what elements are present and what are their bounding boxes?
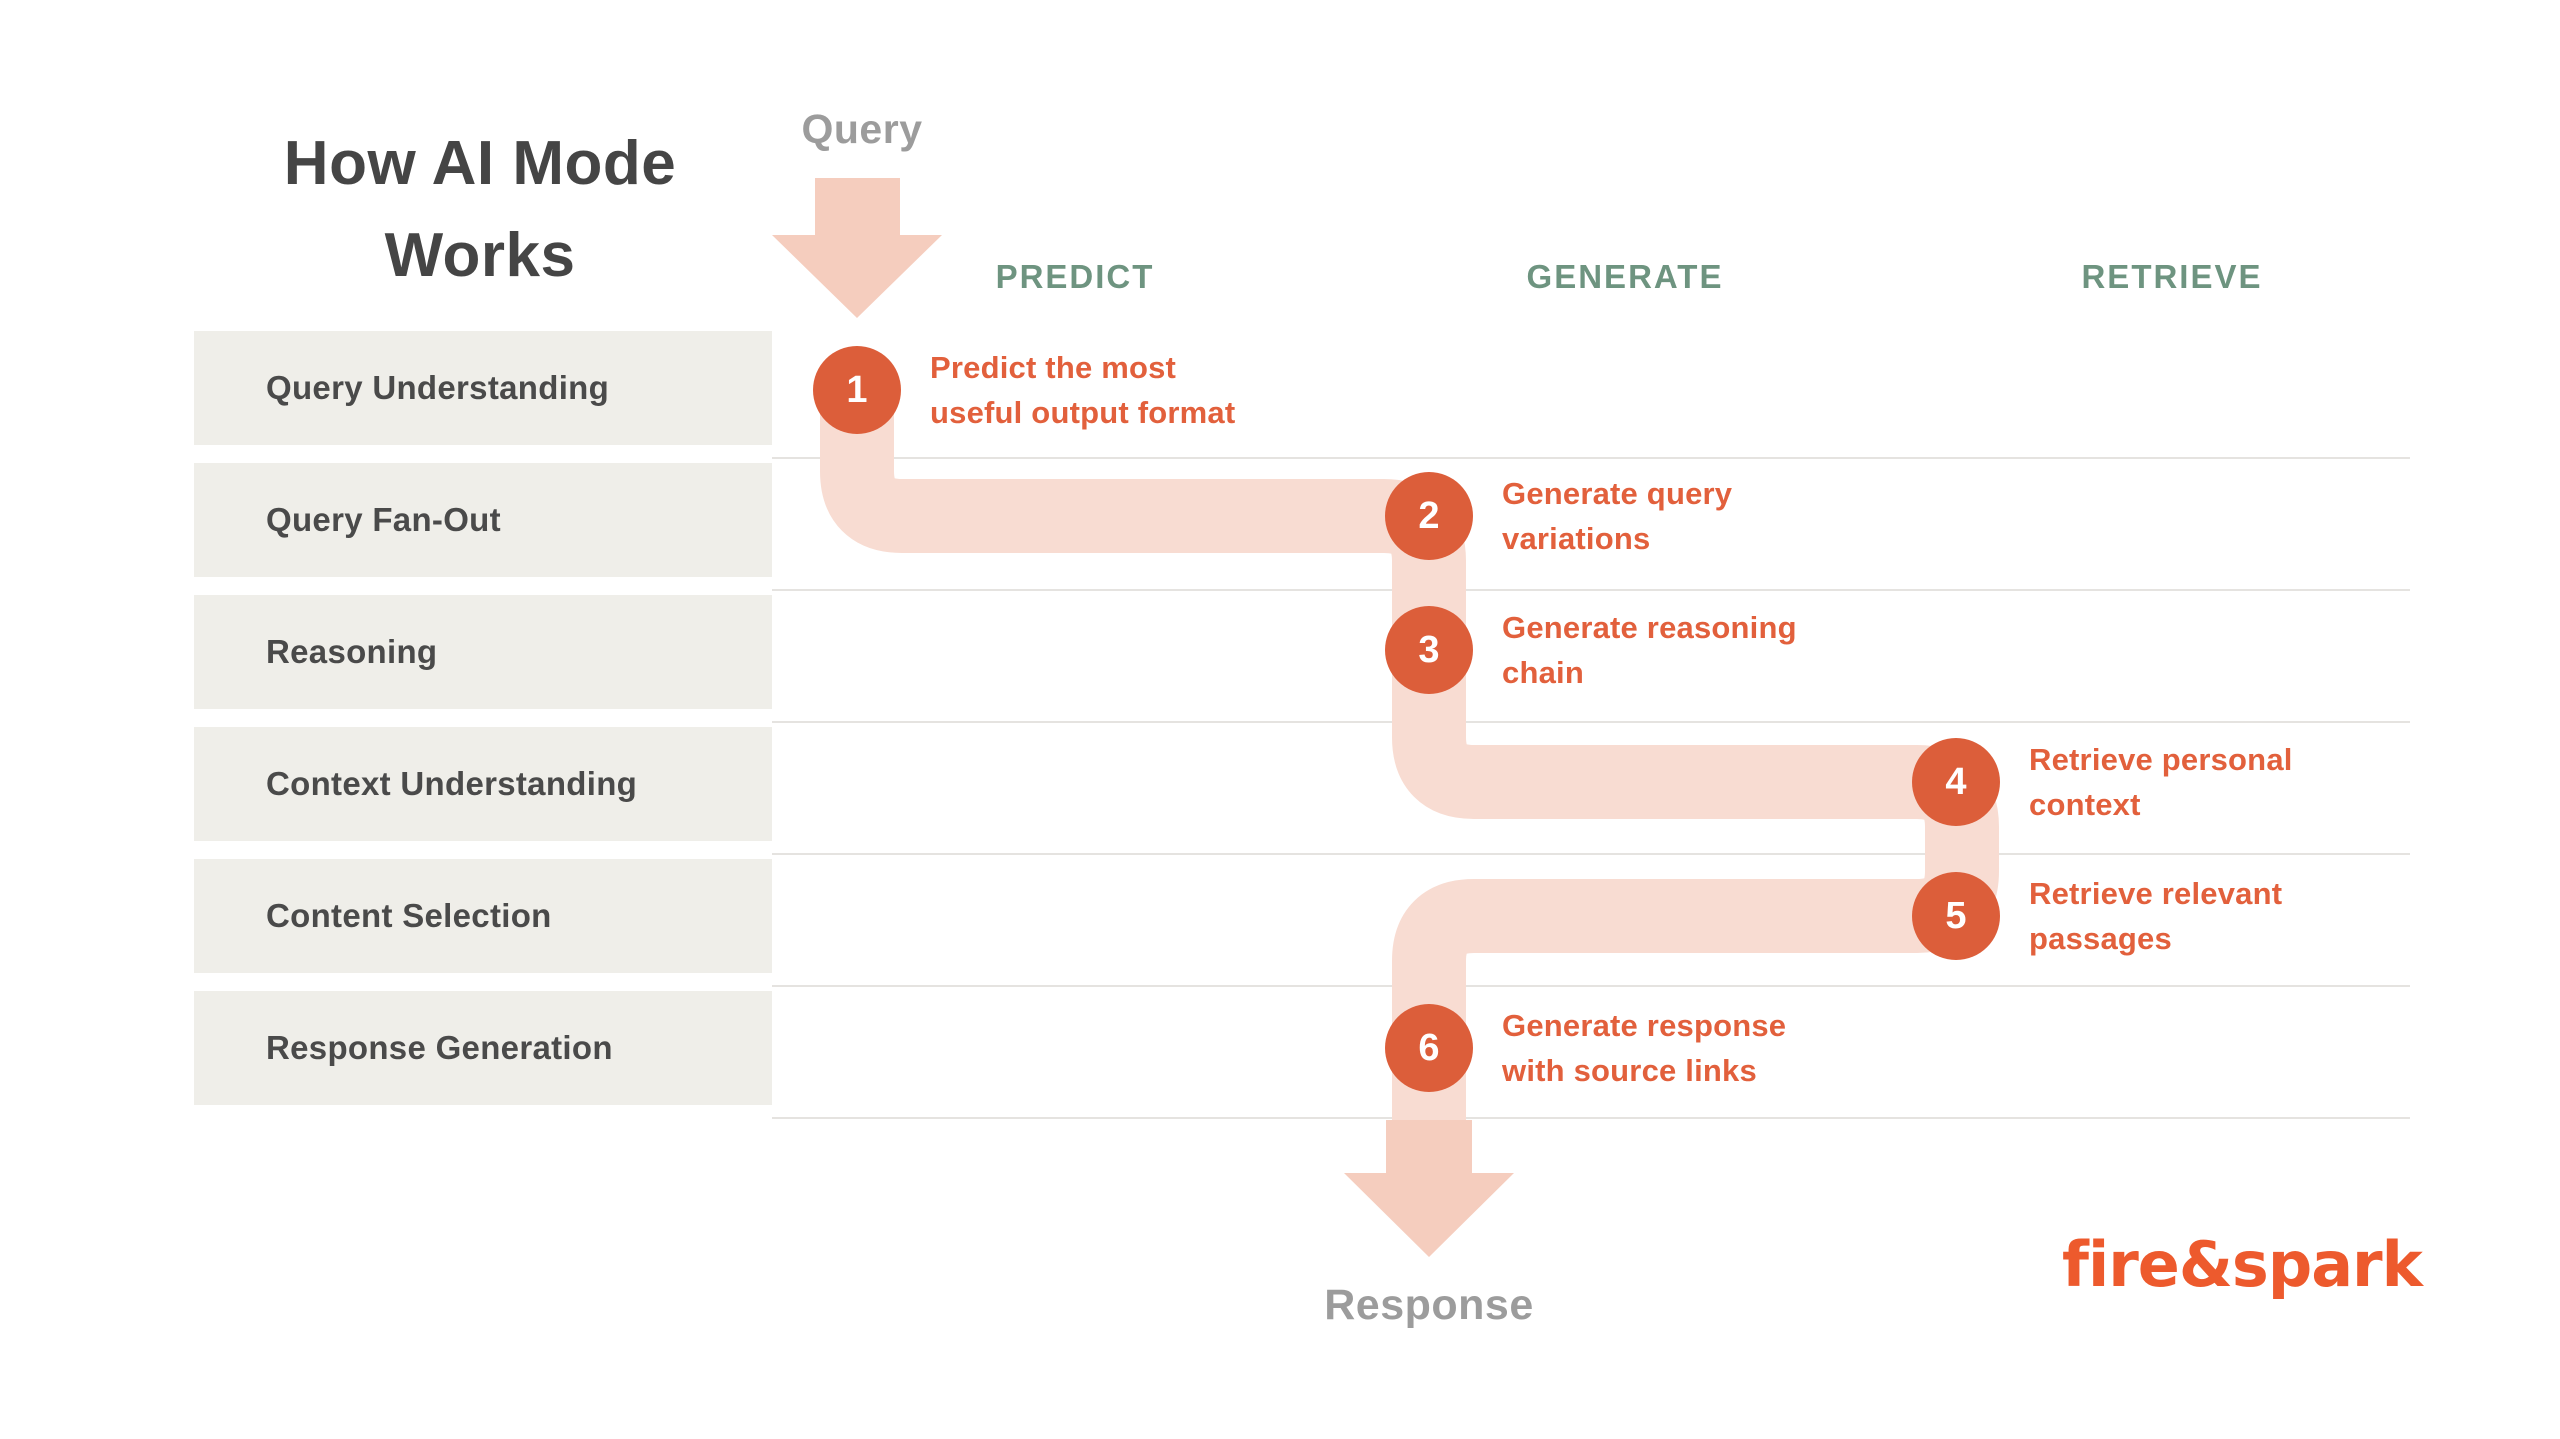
step-6-badge: 6	[1385, 1004, 1473, 1092]
fire-and-spark-logo: fire&spark	[2062, 1228, 2423, 1301]
step-1-badge: 1	[813, 346, 901, 434]
step-2-badge: 2	[1385, 472, 1473, 560]
step-3-description: Generate reasoning chain	[1502, 610, 1797, 690]
stage-row-context-understanding: Context Understanding	[194, 727, 772, 841]
row-divider	[772, 589, 2410, 591]
column-header-generate: GENERATE	[1526, 258, 1724, 295]
row-divider	[772, 853, 2410, 855]
stage-row-response-generation: Response Generation	[194, 991, 772, 1105]
response-arrow-icon	[1344, 1120, 1514, 1257]
stage-row-query-understanding: Query Understanding	[194, 331, 772, 445]
page-title: How AI Mode Works	[283, 129, 677, 290]
column-header-predict: PREDICT	[995, 258, 1155, 295]
row-divider	[772, 457, 2410, 459]
step-6-description: Generate response with source links	[1502, 1008, 1787, 1088]
query-arrow-icon	[772, 178, 942, 318]
stage-row-content-selection: Content Selection	[194, 859, 772, 973]
step-4-description: Retrieve personal context	[2029, 742, 2293, 822]
column-header-retrieve: RETRIEVE	[2081, 258, 2263, 295]
stage-row-reasoning: Reasoning	[194, 595, 772, 709]
row-divider	[772, 985, 2410, 987]
step-4-badge: 4	[1912, 738, 2000, 826]
stage-row-query-fan-out: Query Fan-Out	[194, 463, 772, 577]
row-divider	[772, 721, 2410, 723]
step-5-badge: 5	[1912, 872, 2000, 960]
step-5-description: Retrieve relevant passages	[2029, 876, 2283, 956]
query-label: Query	[801, 106, 923, 152]
step-1-description: Predict the most useful output format	[930, 350, 1236, 430]
step-2-description: Generate query variations	[1502, 476, 1733, 556]
flow-band	[820, 390, 1999, 1125]
step-3-badge: 3	[1385, 606, 1473, 694]
response-label: Response	[1324, 1281, 1534, 1329]
row-divider	[772, 1117, 2410, 1119]
